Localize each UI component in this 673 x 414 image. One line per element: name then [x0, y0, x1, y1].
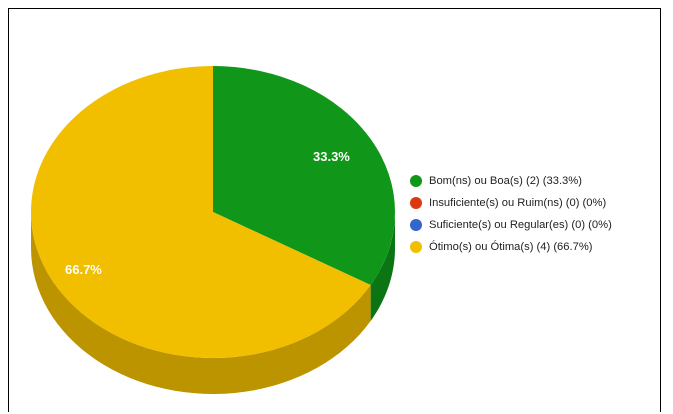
legend-label: Insuficiente(s) ou Ruim(ns) (0) (0%): [429, 197, 607, 209]
legend: Bom(ns) ou Boa(s) (2) (33.3%) Insuficien…: [410, 174, 660, 262]
pie-slice-3[interactable]: [31, 66, 371, 359]
pie-side-0: [370, 212, 395, 321]
legend-swatch-red: [410, 197, 422, 209]
legend-swatch-blue: [410, 219, 422, 231]
legend-label: Bom(ns) ou Boa(s) (2) (33.3%): [429, 175, 582, 187]
legend-item-otimo[interactable]: Ótimo(s) ou Ótima(s) (4) (66.7%): [410, 240, 660, 254]
legend-swatch-yellow: [410, 241, 422, 253]
legend-label: Ótimo(s) ou Ótima(s) (4) (66.7%): [429, 241, 593, 253]
slice-label-otimo: 66.7%: [65, 262, 102, 277]
legend-item-bom[interactable]: Bom(ns) ou Boa(s) (2) (33.3%): [410, 174, 660, 188]
legend-label: Suficiente(s) ou Regular(es) (0) (0%): [429, 219, 612, 231]
pie-side-3: [31, 212, 371, 394]
slice-label-bom: 33.3%: [313, 149, 350, 164]
pie-slice-0[interactable]: [213, 66, 396, 285]
legend-item-insuficiente[interactable]: Insuficiente(s) ou Ruim(ns) (0) (0%): [410, 196, 660, 210]
legend-swatch-green: [410, 175, 422, 187]
legend-item-suficiente[interactable]: Suficiente(s) ou Regular(es) (0) (0%): [410, 218, 660, 232]
